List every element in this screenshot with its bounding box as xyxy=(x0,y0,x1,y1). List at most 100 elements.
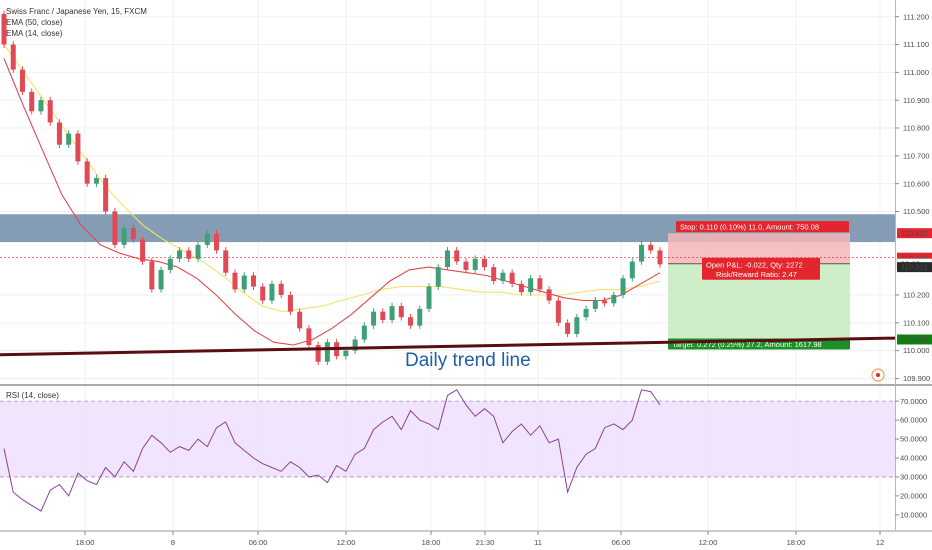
rsi-band xyxy=(0,401,895,477)
price-tick-9: 110.100 xyxy=(903,318,930,327)
candle-19 xyxy=(177,250,183,259)
candle-21 xyxy=(195,244,201,259)
candle-63 xyxy=(583,308,589,318)
rsi-tick-0: 70.0000 xyxy=(900,397,927,406)
rsi-tick-2: 50.0000 xyxy=(900,435,927,444)
candle-6 xyxy=(56,122,62,145)
candle-65 xyxy=(602,300,608,304)
candle-50 xyxy=(463,261,469,270)
candle-10 xyxy=(93,178,99,184)
candle-20 xyxy=(186,250,192,259)
price-tick-0: 111.200 xyxy=(903,12,929,21)
price-tag-bg-3 xyxy=(897,262,932,273)
time-tick-9: 18:00 xyxy=(787,538,806,547)
candle-9 xyxy=(84,161,90,184)
price-axis[interactable]: 111.200 111.100 111.000 110.900 110.800 110.7… xyxy=(895,12,930,519)
target-label: Target: 0.272 (0.25%) 27.2, Amount: 1617… xyxy=(672,340,822,349)
candle-44 xyxy=(408,317,414,326)
daily-trend-line[interactable] xyxy=(0,336,896,357)
candle-62 xyxy=(574,317,580,334)
candle-60 xyxy=(555,300,561,323)
candle-14 xyxy=(130,228,136,240)
candle-7 xyxy=(66,133,72,145)
pnl-label: Open P&L: -0.022, Qty: 2272 xyxy=(706,260,803,269)
candle-16 xyxy=(149,261,155,290)
candle-27 xyxy=(250,275,256,287)
rsi-pane xyxy=(0,389,895,512)
pnl-box-bg xyxy=(702,257,820,280)
trend-annotation: Daily trend line xyxy=(405,350,531,371)
candle-22 xyxy=(204,233,210,245)
candle-59 xyxy=(546,289,552,301)
rsi-tick-6: 10.0000 xyxy=(900,510,927,519)
candle-11 xyxy=(103,178,109,212)
candle-29 xyxy=(269,283,275,301)
price-tag-bg-4 xyxy=(897,334,932,345)
candle-39 xyxy=(361,325,367,340)
rsi-tick-4: 30.0000 xyxy=(900,473,927,482)
price-tick-4: 110.800 xyxy=(903,124,930,133)
rsi-tick-3: 40.0000 xyxy=(900,454,927,463)
candle-68 xyxy=(629,261,635,279)
time-tick-0: 18:00 xyxy=(76,538,95,547)
ema-14-line xyxy=(3,58,661,346)
candle-61 xyxy=(565,322,571,334)
candle-25 xyxy=(232,272,238,290)
candle-53 xyxy=(491,267,497,282)
trend-line-path xyxy=(0,336,896,357)
time-tick-1: 8 xyxy=(171,538,175,547)
price-tick-5: 110.700 xyxy=(903,151,930,160)
candle-56 xyxy=(518,283,524,293)
candle-8 xyxy=(75,133,81,162)
price-tick-6: 110.600 xyxy=(903,179,930,188)
candle-64 xyxy=(592,300,598,309)
price-tick-1: 111.100 xyxy=(903,40,929,49)
candle-71 xyxy=(657,250,663,265)
candle-41 xyxy=(380,311,386,320)
time-axis[interactable]: 18:00 8 06:00 12:00 18:00 21:30 11 06:00 12:00 18… xyxy=(76,531,885,547)
candle-70 xyxy=(648,244,654,251)
rsi-line xyxy=(3,389,661,512)
rsi-tick-5: 20.0000 xyxy=(900,491,927,500)
candle-49 xyxy=(454,250,460,262)
candle-58 xyxy=(537,278,543,290)
candle-52 xyxy=(481,258,487,268)
candle-57 xyxy=(528,278,534,293)
candle-12 xyxy=(112,211,118,245)
candle-51 xyxy=(472,258,478,270)
candle-46 xyxy=(426,286,432,309)
candle-48 xyxy=(444,250,450,268)
time-tick-5: 21:30 xyxy=(476,538,495,547)
candle-15 xyxy=(140,239,146,262)
candle-3 xyxy=(29,91,35,112)
rr-label: Risk/Reward Ratio: 2.47 xyxy=(716,270,797,279)
price-tick-10: 110.000 xyxy=(903,346,930,355)
time-tick-8: 12:00 xyxy=(699,538,718,547)
ema-50-line xyxy=(3,44,661,313)
time-tick-4: 18:00 xyxy=(422,538,441,547)
time-tick-2: 06:00 xyxy=(249,538,268,547)
price-tick-3: 110.900 xyxy=(903,96,930,105)
candle-67 xyxy=(620,278,626,295)
candle-31 xyxy=(287,294,293,312)
candle-5 xyxy=(47,100,53,123)
candle-66 xyxy=(611,294,617,304)
candle-13 xyxy=(121,228,127,245)
candlestick-series xyxy=(1,10,663,366)
price-tag-3: 110.312 xyxy=(901,263,928,272)
candle-45 xyxy=(417,308,423,326)
candle-69 xyxy=(639,244,645,262)
time-tick-3: 12:00 xyxy=(337,538,356,547)
candle-47 xyxy=(435,267,441,287)
candle-43 xyxy=(398,306,404,318)
price-tick-2: 111.000 xyxy=(903,68,929,77)
time-tick-10: 12 xyxy=(876,538,884,547)
price-tick-11: 109.900 xyxy=(903,374,930,383)
candle-23 xyxy=(214,233,220,251)
chart-title: Swiss Franc / Japanese Yen, 15, FXCM xyxy=(6,7,147,16)
candle-4 xyxy=(38,100,44,112)
candle-32 xyxy=(297,311,303,329)
